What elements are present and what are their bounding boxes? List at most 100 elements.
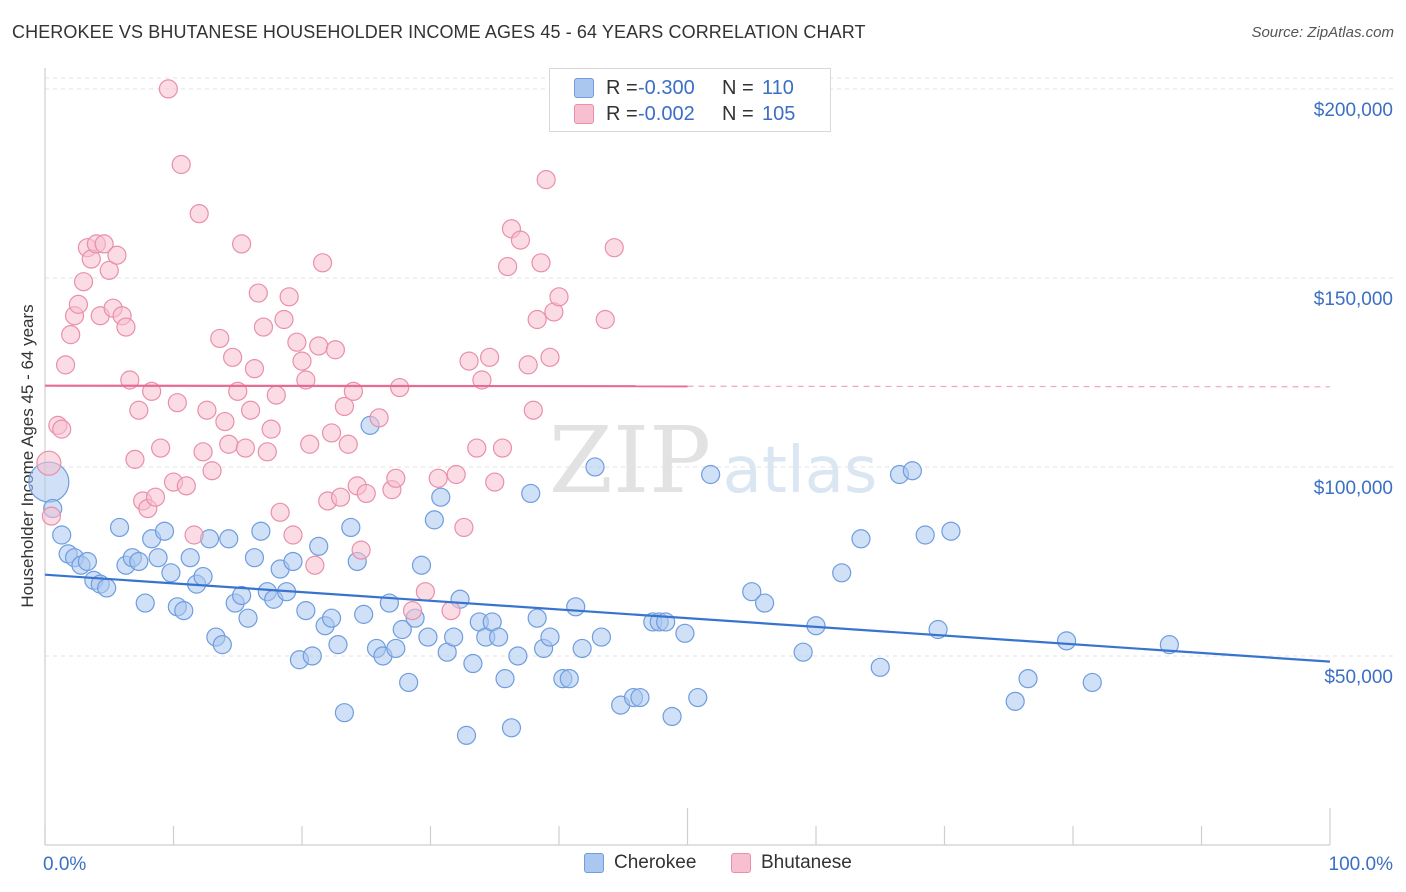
bhutanese-point [274,309,294,330]
cherokee-point [251,521,271,541]
bhutanese-point [485,472,505,492]
bhutanese-point [334,396,355,417]
watermark-zip: ZIP [549,407,711,514]
r-label: R = [606,102,638,125]
bhutanese-point [52,419,72,439]
bhutanese-point [402,601,423,621]
cherokee-point [489,627,509,647]
cherokee-point [309,536,329,556]
cherokee-point [180,548,200,568]
r-label: R = [606,76,638,99]
bhutanese-point [184,525,204,545]
x-tick-label-max: 100.0% [1329,854,1394,875]
bhutanese-trend-extension [687,385,1331,388]
bhutanese-point [235,438,256,458]
bhutanese-point [492,438,513,458]
bhutanese-point [145,487,166,507]
y-tick-label: $100,000 [1314,478,1393,499]
bhutanese-point [41,506,62,526]
cherokee-point [431,487,451,507]
cherokee-point [444,627,464,647]
cherokee-point [675,623,695,643]
bhutanese-point [292,351,312,371]
bhutanese-point [202,461,222,481]
bhutanese-point [223,347,243,367]
bhutanese-point [309,336,329,356]
bhutanese-point [279,287,299,307]
cherokee-n-value: 110 [762,76,794,99]
cherokee-point [540,627,560,647]
bhutanese-legend-label: Bhutanese [761,852,852,873]
cherokee-point [456,725,477,745]
bhutanese-point [386,468,406,488]
cherokee-point [742,582,762,602]
bhutanese-point [253,317,274,337]
bhutanese-point [459,351,479,371]
bhutanese-point [510,230,531,250]
bhutanese-swatch [574,104,594,124]
cherokee-point [109,517,130,538]
bhutanese-point [125,449,145,469]
bhutanese-point [441,601,461,621]
cherokee-r-value: -0.300 [638,76,695,99]
bhutanese-point [498,256,518,277]
cherokee-point [902,461,922,481]
bhutanese-point [248,283,268,303]
bhutanese-point [61,325,81,345]
cherokee-point [870,657,890,677]
bhutanese-point [305,555,325,575]
bhutanese-point [189,204,209,224]
cherokee-point [495,669,515,689]
source-label: Source: ZipAtlas.com [1251,24,1394,41]
bhutanese-r-value: -0.002 [638,102,695,125]
cherokee-point [135,593,155,613]
bhutanese-point [296,370,316,390]
bhutanese-point [219,434,239,454]
cherokee-point [52,525,72,545]
bhutanese-point [283,525,303,545]
bhutanese-point [261,419,281,439]
cherokee-point [328,635,348,655]
bhutanese-point [120,370,140,390]
cherokee-point [418,627,438,647]
series-legend-cherokee: Cherokee [584,852,696,874]
bhutanese-point [36,450,62,476]
bhutanese-point [467,438,487,458]
cherokee-point [341,517,361,538]
bhutanese-point [356,483,376,504]
cherokee-point [1056,631,1077,651]
cherokee-point [527,608,547,628]
bhutanese-point [171,154,191,175]
stats-legend: R = -0.300 N = 110 R = -0.002 N = 105 [549,68,831,132]
watermark-atlas: atlas [723,434,878,508]
cherokee-point [1159,635,1179,655]
cherokee-point [154,521,175,541]
cherokee-point [321,608,342,628]
series-legend-bhutanese: Bhutanese [731,852,852,874]
bhutanese-point [536,170,556,190]
bhutanese-point [270,502,290,522]
bhutanese-point [549,287,569,307]
bhutanese-point [604,238,624,258]
cherokee-point [212,635,232,655]
cherokee-point [424,510,444,530]
cherokee-point [701,464,721,485]
bhutanese-point [167,393,187,413]
bhutanese-point [523,400,543,420]
cherokee-point [793,642,813,662]
bhutanese-point [446,464,466,485]
cherokee-point [296,601,316,621]
y-tick-label: $150,000 [1314,289,1393,310]
bhutanese-point [595,309,615,330]
cherokee-point [386,638,406,659]
x-tick-label-min: 0.0% [43,854,86,875]
bhutanese-point [158,79,178,99]
bhutanese-point [369,408,389,428]
cherokee-point [630,687,650,708]
bhutanese-point [244,359,265,379]
cherokee-point [508,646,528,666]
bhutanese-point [176,476,196,496]
cherokee-point [941,521,961,541]
bhutanese-point [325,340,346,360]
bhutanese-point [454,517,474,538]
